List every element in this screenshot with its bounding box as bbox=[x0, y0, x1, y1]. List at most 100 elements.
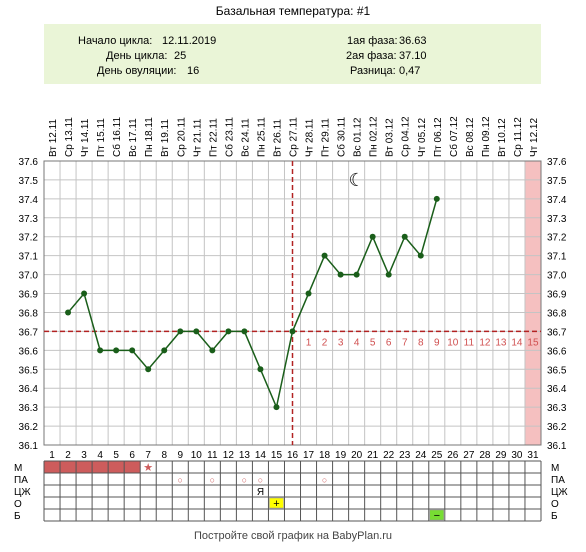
cycle-info-panel: Начало цикла: 12.11.2019 День цикла: 25 … bbox=[44, 24, 541, 84]
y-tick-left: 36.3 bbox=[19, 403, 39, 414]
row-label-left: Б bbox=[14, 511, 21, 522]
y-tick-left: 37.6 bbox=[19, 157, 39, 168]
intercourse-mark: ○ bbox=[258, 475, 263, 485]
row-label-right: ЦЖ bbox=[551, 487, 568, 498]
luteal-day-number: 1 bbox=[306, 337, 312, 348]
day-number: 31 bbox=[527, 450, 539, 461]
y-tick-right: 37.2 bbox=[547, 233, 567, 244]
difference-label: Разница: bbox=[350, 65, 396, 77]
date-label: Вс 08.12 bbox=[465, 117, 476, 157]
date-label: Пт 15.11 bbox=[96, 118, 107, 157]
cycle-start-value: 12.11.2019 bbox=[162, 35, 217, 47]
luteal-day-number: 3 bbox=[338, 337, 344, 348]
date-label: Вт 26.11 bbox=[272, 119, 283, 157]
day-number: 7 bbox=[145, 450, 151, 461]
temperature-point bbox=[65, 309, 72, 316]
row-label-left: ПА bbox=[14, 475, 28, 486]
date-label: Пн 25.11 bbox=[256, 117, 267, 157]
day-number: 27 bbox=[463, 450, 475, 461]
day-number: 24 bbox=[415, 450, 427, 461]
ovulation-day-value: 16 bbox=[187, 65, 200, 77]
date-label: Пн 02.12 bbox=[369, 116, 380, 157]
date-label: Ср 27.11 bbox=[289, 117, 300, 157]
date-label: Ср 20.11 bbox=[176, 117, 187, 157]
date-label: Сб 16.11 bbox=[111, 117, 123, 157]
y-tick-left: 37.0 bbox=[19, 271, 39, 282]
day-number: 25 bbox=[431, 450, 443, 461]
day-number: 10 bbox=[191, 450, 203, 461]
cycle-day-label: День цикла: bbox=[106, 50, 168, 62]
day-number: 2 bbox=[65, 450, 71, 461]
cycle-start-label: Начало цикла: bbox=[78, 35, 153, 47]
day-number: 26 bbox=[447, 450, 459, 461]
y-tick-right: 37.0 bbox=[547, 271, 567, 282]
chart-title: Базальная температура: #1 bbox=[215, 4, 371, 18]
y-tick-left: 36.9 bbox=[19, 290, 39, 301]
luteal-day-number: 7 bbox=[402, 337, 408, 348]
luteal-day-number: 11 bbox=[464, 337, 475, 348]
date-label: Пт 22.11 bbox=[208, 118, 219, 157]
date-label: Вт 19.11 bbox=[160, 119, 171, 157]
temperature-point bbox=[161, 347, 168, 354]
day-number: 14 bbox=[255, 450, 267, 461]
day-number: 12 bbox=[223, 450, 235, 461]
y-tick-left: 36.8 bbox=[19, 308, 39, 319]
y-tick-left: 36.5 bbox=[19, 365, 39, 376]
y-tick-right: 37.6 bbox=[547, 157, 567, 168]
date-label: Вс 24.11 bbox=[240, 118, 251, 157]
date-label: Чт 14.11 bbox=[80, 118, 91, 157]
day-number: 11 bbox=[207, 450, 218, 461]
temperature-point bbox=[145, 366, 152, 373]
row-label-left: ЦЖ bbox=[14, 487, 31, 498]
day-number: 22 bbox=[383, 450, 395, 461]
date-label: Чт 12.12 bbox=[529, 118, 540, 157]
luteal-day-number: 9 bbox=[434, 337, 440, 348]
y-tick-left: 37.1 bbox=[19, 252, 39, 263]
pregnancy-test-cell bbox=[429, 509, 445, 521]
pregnancy-test-mark: − bbox=[434, 510, 440, 522]
day-number: 16 bbox=[287, 450, 299, 461]
day-number: 5 bbox=[113, 450, 119, 461]
row-label-right: М bbox=[551, 463, 559, 474]
day-number: 17 bbox=[303, 450, 315, 461]
cycle-day-value: 25 bbox=[174, 50, 187, 62]
date-label: Сб 23.11 bbox=[223, 117, 235, 157]
date-label: Пн 18.11 bbox=[144, 117, 155, 157]
day-number: 6 bbox=[129, 450, 135, 461]
y-tick-left: 37.5 bbox=[19, 176, 39, 187]
luteal-day-number: 2 bbox=[322, 337, 328, 348]
temperature-point bbox=[273, 404, 280, 411]
day-number: 8 bbox=[161, 450, 167, 461]
cervical-mucus-mark: Я bbox=[257, 487, 264, 498]
day-number: 30 bbox=[511, 450, 523, 461]
date-label: Ср 13.11 bbox=[64, 117, 75, 157]
y-tick-right: 36.1 bbox=[547, 441, 567, 452]
row-label-left: М bbox=[14, 463, 22, 474]
luteal-day-number: 8 bbox=[418, 337, 424, 348]
y-tick-right: 36.7 bbox=[547, 327, 567, 338]
date-label: Вс 01.12 bbox=[353, 117, 364, 157]
date-label: Пт 29.11 bbox=[321, 118, 332, 157]
temperature-point bbox=[177, 328, 184, 335]
y-tick-right: 36.4 bbox=[547, 384, 567, 395]
temperature-point bbox=[321, 252, 328, 259]
y-tick-left: 36.2 bbox=[19, 422, 39, 433]
temperature-point bbox=[113, 347, 120, 354]
luteal-day-number: 10 bbox=[447, 337, 459, 348]
y-tick-right: 36.8 bbox=[547, 308, 567, 319]
row-label-right: Б bbox=[551, 511, 558, 522]
temperature-point bbox=[369, 233, 376, 240]
y-tick-left: 36.4 bbox=[19, 384, 39, 395]
row-label-right: ПА bbox=[551, 475, 565, 486]
y-tick-left: 36.7 bbox=[19, 327, 39, 338]
menstruation-cell bbox=[44, 461, 61, 473]
y-tick-right: 36.2 bbox=[547, 422, 567, 433]
y-tick-left: 37.3 bbox=[19, 214, 39, 225]
day-number: 13 bbox=[239, 450, 251, 461]
intercourse-mark: ○ bbox=[322, 475, 327, 485]
phase1-value: 36.63 bbox=[399, 35, 427, 47]
temperature-point bbox=[225, 328, 232, 335]
temperature-point bbox=[433, 195, 440, 202]
temperature-point bbox=[193, 328, 200, 335]
date-label: Сб 30.11 bbox=[336, 117, 348, 157]
